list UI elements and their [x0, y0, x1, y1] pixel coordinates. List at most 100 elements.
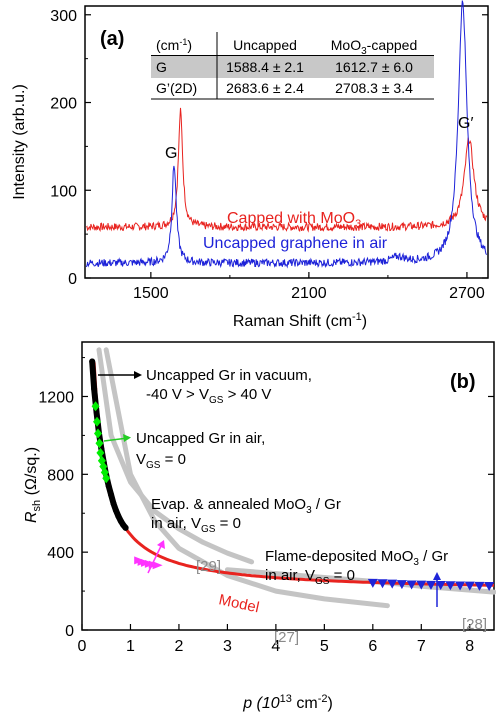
- panel-a-series: [85, 0, 488, 269]
- y-tick-label: 1200: [38, 389, 74, 406]
- point-vacuum: [110, 500, 117, 507]
- series-label-capped: Capped with MoO3: [227, 210, 361, 230]
- y-axis-label-b: Rsh (Ω/sq.): [23, 447, 43, 523]
- arrow-head: [134, 371, 142, 379]
- x-tick-label: 3: [223, 638, 232, 655]
- y-tick-label: 0: [65, 623, 74, 640]
- point-flame: [455, 581, 466, 591]
- point-flame: [406, 580, 417, 590]
- point-flame: [435, 581, 446, 591]
- point-air: [91, 401, 100, 412]
- y-tick-label: 800: [47, 467, 74, 484]
- panel-b-series: [89, 347, 496, 609]
- series-label-uncapped: Uncapped graphene in air: [203, 235, 388, 252]
- table-cell: 1588.4 ± 2.1: [226, 59, 304, 75]
- table-cell: 1612.7 ± 6.0: [335, 59, 413, 75]
- peak-label-g: G: [165, 145, 177, 162]
- x-tick-label: 6: [368, 638, 377, 655]
- point-flame: [416, 580, 427, 590]
- point-evap: [152, 561, 163, 570]
- table-cell-label: G: [156, 59, 167, 75]
- x-tick-label: 1500: [133, 285, 169, 302]
- point-flame: [474, 581, 485, 591]
- x-tick-label: 8: [465, 638, 474, 655]
- y-axis-label-a: Intensity (arb.u.): [11, 84, 28, 200]
- point-vacuum: [93, 409, 100, 416]
- ref-label-29: [29]: [196, 558, 221, 575]
- point-vacuum: [108, 491, 115, 498]
- annotation-evap: Evap. & annealed MoO3 / Gr: [151, 496, 341, 516]
- annotation-air: Uncapped Gr in air,: [136, 430, 265, 447]
- y-tick-label: 0: [68, 271, 77, 288]
- table-cell-label: G’(2D): [156, 80, 197, 96]
- annotation-flame: in air, VGS = 0: [265, 567, 355, 587]
- panel-a-ticks: 1500 2100 2700 0 100 200 300: [50, 8, 488, 302]
- point-flame: [367, 578, 378, 588]
- x-axis-label-a: Raman Shift (cm-1): [233, 311, 367, 330]
- point-flame: [425, 580, 436, 590]
- y-tick-label: 400: [47, 545, 74, 562]
- point-air: [102, 473, 111, 484]
- point-air: [93, 416, 102, 427]
- y-tick-label: 300: [50, 8, 77, 25]
- x-tick-label: 0: [78, 638, 87, 655]
- model-label: Model: [217, 591, 261, 616]
- point-vacuum: [112, 507, 119, 514]
- panel-label-a: (a): [100, 28, 124, 50]
- table-header: MoO3-capped: [331, 37, 418, 57]
- panel-a-frame: [84, 5, 489, 279]
- panel-b-ticks: 0 1 2 3 4 5 6 7 8 0 400 800 1200: [38, 357, 494, 655]
- x-tick-label: 7: [417, 638, 426, 655]
- x-axis-label-b: p (1013 cm-2): [242, 693, 333, 712]
- arrow-head: [433, 572, 441, 580]
- annotation-flame: Flame-deposited MoO3 / Gr: [265, 548, 448, 568]
- arrow-head: [157, 540, 165, 549]
- table-row-highlight: [151, 56, 434, 78]
- panel-label-b: (b): [450, 371, 476, 393]
- annotation-vacuum: Uncapped Gr in vacuum,: [146, 367, 312, 384]
- point-air: [93, 428, 102, 439]
- point-vacuum: [122, 524, 129, 531]
- point-vacuum: [105, 483, 112, 489]
- annotation-evap: in air, VGS = 0: [151, 515, 241, 535]
- x-tick-label: 2100: [291, 285, 327, 302]
- peak-label-g-prime: G′: [458, 115, 473, 132]
- table-header: Uncapped: [233, 37, 297, 53]
- point-flame: [484, 582, 495, 592]
- point-air: [96, 447, 105, 458]
- table-header-unit: (cm-1): [156, 37, 192, 53]
- panel-b-frame: [81, 341, 495, 631]
- point-flame: [387, 579, 398, 589]
- table-cell: 2708.3 ± 3.4: [335, 80, 413, 96]
- point-air: [95, 438, 104, 449]
- series-capped-line: [85, 107, 488, 233]
- y-tick-label: 100: [50, 183, 77, 200]
- x-tick-label: 5: [320, 638, 329, 655]
- x-tick-label: 1: [126, 638, 135, 655]
- x-tick-label: 2: [174, 638, 183, 655]
- annotation-vacuum: -40 V > VGS > 40 V: [146, 386, 271, 406]
- point-vacuum: [89, 358, 96, 365]
- arrow-head: [123, 434, 131, 442]
- model-curve: [92, 362, 494, 587]
- table-cell: 2683.6 ± 2.4: [226, 80, 304, 96]
- ref-label-28: [28]: [462, 616, 487, 633]
- y-tick-label: 200: [50, 96, 77, 113]
- point-flame: [464, 581, 475, 591]
- x-tick-label: 4: [271, 638, 280, 655]
- arrow-evap: [147, 543, 163, 574]
- panel-b: 0 1 2 3 4 5 6 7 8 0 400 800 1200 Uncapped Gr in vacu…: [23, 341, 496, 712]
- series-uncapped-line: [85, 0, 488, 269]
- ref-label-27: [27]: [274, 629, 299, 646]
- point-vacuum: [115, 513, 122, 520]
- point-vacuum: [91, 385, 98, 392]
- reference-curve: [96, 347, 255, 565]
- inset-table: (cm-1) Uncapped MoO3-capped G 1588.4 ± 2…: [151, 32, 434, 100]
- reference-curve: [103, 347, 390, 609]
- point-flame: [377, 579, 388, 589]
- annotation-air: VGS = 0: [136, 451, 186, 471]
- x-tick-label: 2700: [449, 285, 485, 302]
- point-flame: [396, 580, 407, 590]
- point-flame: [445, 581, 456, 591]
